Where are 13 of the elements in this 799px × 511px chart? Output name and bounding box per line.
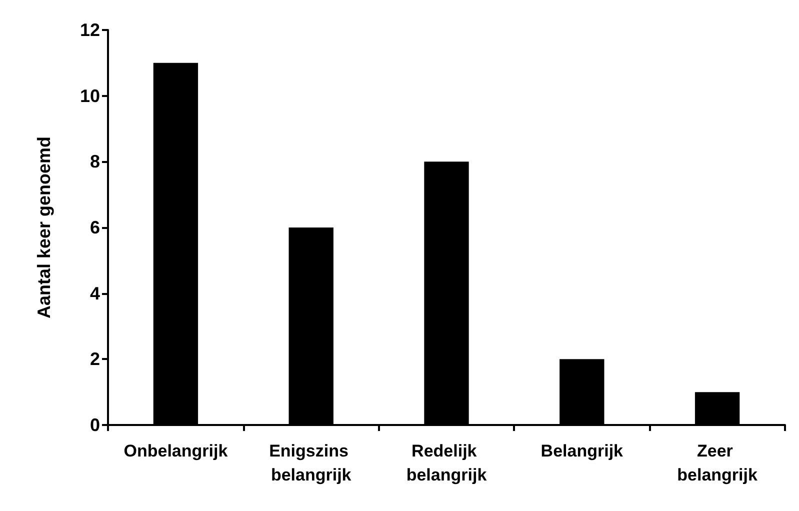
y-tick-label: 2: [90, 349, 100, 370]
x-tick-label: Onbelangrijk: [124, 442, 228, 460]
y-tick-label: 8: [90, 152, 100, 172]
y-tick-label: 4: [90, 283, 100, 304]
y-axis-title: Aantal keer genoemd: [34, 136, 54, 319]
y-tick-label: 12: [80, 20, 100, 40]
x-tick-label: Zeer belangrijk: [677, 442, 758, 484]
y-tick-label: 6: [90, 218, 100, 238]
x-tick-label: Belangrijk: [540, 442, 624, 460]
x-tick-label: Redelijk belangrijk: [406, 442, 488, 484]
y-tick-label: 0: [90, 415, 100, 435]
y-tick-label: 10: [80, 86, 100, 106]
x-tick-label: Enigszins belangrijk: [269, 442, 354, 484]
